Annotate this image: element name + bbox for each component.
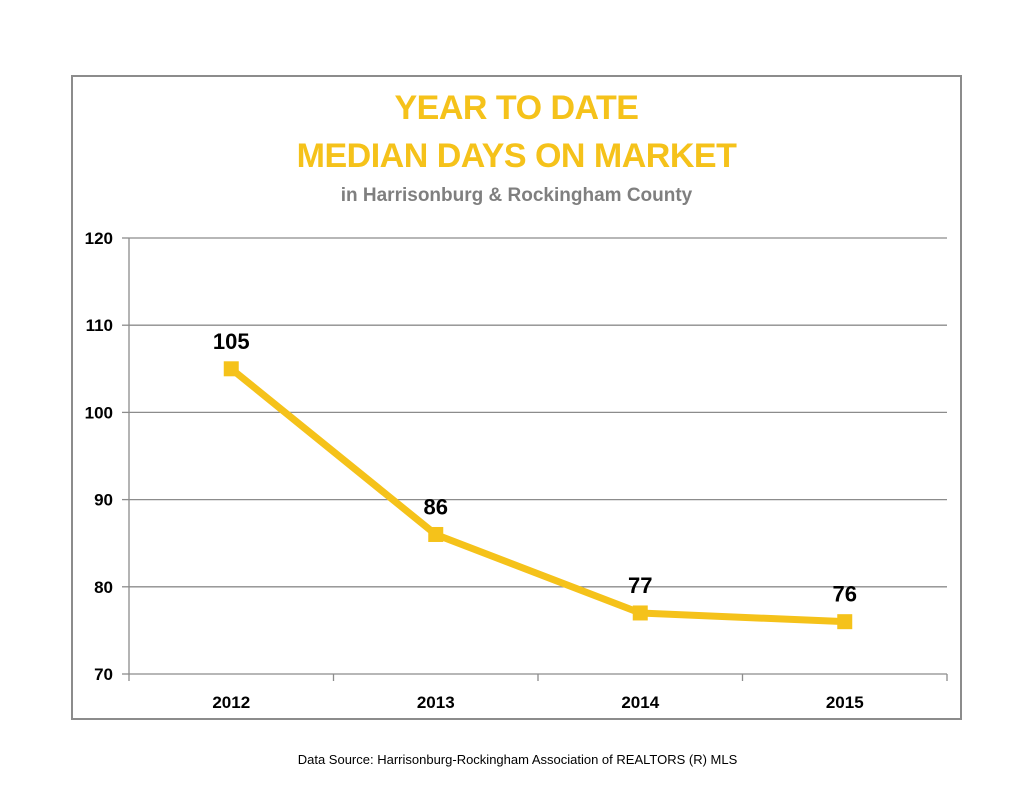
data-label-2012: 105	[213, 329, 250, 354]
data-source-note: Data Source: Harrisonburg-Rockingham Ass…	[297, 752, 738, 767]
x-tick-label-2015: 2015	[826, 693, 864, 712]
y-tick-label-90: 90	[94, 491, 113, 510]
data-label-2014: 77	[628, 573, 652, 598]
data-point-2012	[223, 361, 239, 377]
chart-title-line1: YEAR TO DATE	[394, 89, 640, 127]
series-line-0	[227, 365, 849, 626]
data-label-2013: 86	[424, 494, 448, 519]
y-tick-label-80: 80	[94, 578, 113, 597]
data-point-2013	[428, 526, 444, 542]
data-point-2014	[632, 605, 648, 621]
y-tick-label-100: 100	[85, 403, 113, 422]
y-tick-label-120: 120	[85, 229, 113, 248]
data-label-2015: 76	[833, 582, 857, 607]
x-tick-label-2013: 2013	[417, 693, 455, 712]
x-tick-label-2014: 2014	[621, 693, 659, 712]
chart-title-line2: MEDIAN DAYS ON MARKET	[296, 137, 737, 175]
data-point-2015	[837, 614, 853, 630]
y-tick-label-110: 110	[86, 316, 113, 335]
chart-frame: YEAR TO DATE MEDIAN DAYS ON MARKET in Ha…	[71, 75, 962, 720]
y-tick-label-70: 70	[94, 665, 113, 684]
x-tick-label-2012: 2012	[212, 693, 250, 712]
chart-subtitle: in Harrisonburg & Rockingham County	[340, 185, 693, 206]
